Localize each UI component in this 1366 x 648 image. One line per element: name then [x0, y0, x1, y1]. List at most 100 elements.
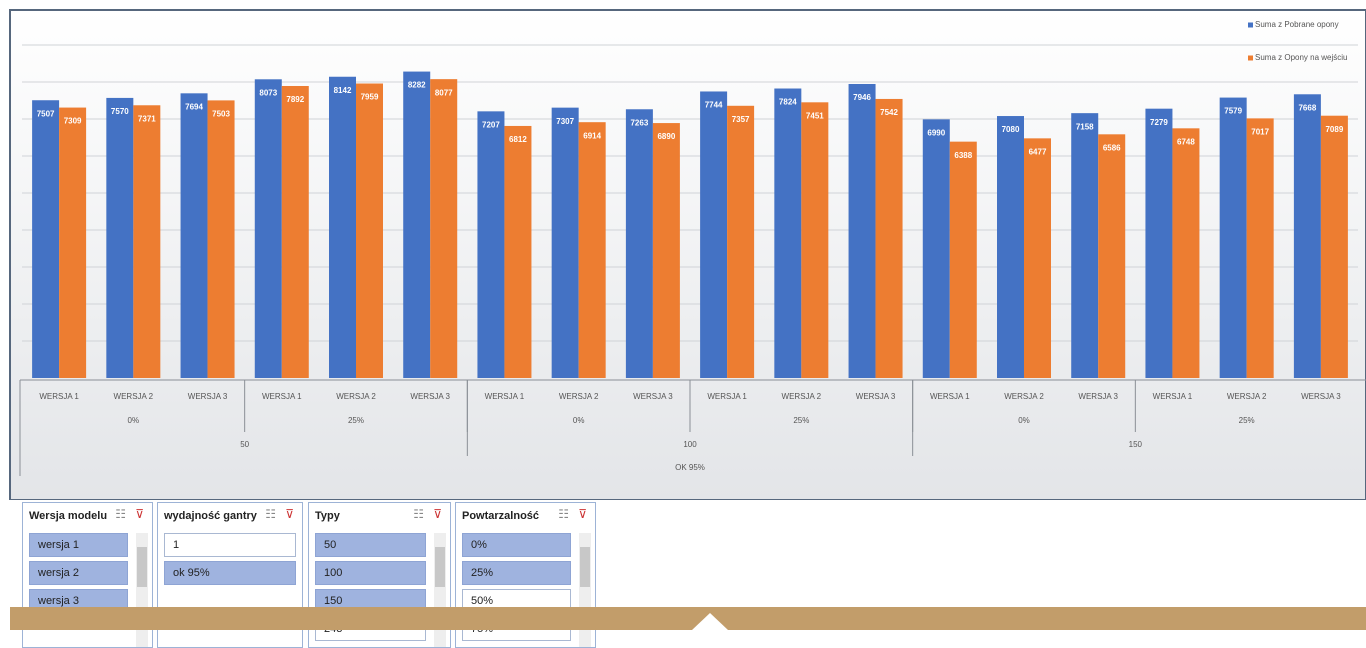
slicer-item[interactable]: 50 — [315, 533, 426, 557]
data-label: 8282 — [408, 81, 426, 90]
data-label: 7080 — [1002, 125, 1020, 134]
bar — [578, 122, 606, 378]
slicer-item[interactable]: 25% — [462, 561, 571, 585]
data-label: 6586 — [1103, 143, 1121, 152]
bar — [997, 116, 1024, 378]
data-label: 6914 — [583, 131, 601, 140]
group-label: 0% — [128, 416, 140, 425]
data-label: 7542 — [880, 108, 898, 117]
data-label: 7017 — [1251, 127, 1269, 136]
bar — [59, 107, 87, 378]
data-label: 7357 — [732, 115, 750, 124]
bar — [133, 105, 161, 378]
bar — [207, 100, 235, 378]
bar — [1246, 118, 1274, 378]
slicer-title: Wersja modelu — [29, 510, 108, 522]
bar — [875, 98, 903, 379]
bar — [551, 107, 579, 379]
data-label: 6748 — [1177, 137, 1195, 146]
bar — [106, 97, 134, 378]
slicer-item[interactable]: 100 — [315, 561, 426, 585]
data-label: 7570 — [111, 107, 129, 116]
data-label: 6812 — [509, 135, 527, 144]
bar — [1145, 108, 1173, 378]
data-label: 7959 — [361, 93, 379, 102]
clear-filter-icon[interactable]: ⊽ — [433, 507, 442, 521]
x-tick-label: WERSJA 3 — [633, 392, 673, 401]
slicer-item[interactable]: ok 95% — [164, 561, 296, 585]
bar — [1024, 138, 1051, 378]
legend-label: Suma z Opony na wejściu — [1255, 53, 1348, 62]
x-tick-label: WERSJA 2 — [1227, 392, 1267, 401]
bar — [403, 71, 431, 378]
x-tick-label: WERSJA 1 — [262, 392, 302, 401]
bar — [1320, 115, 1348, 378]
data-label: 7946 — [853, 93, 871, 102]
bar — [356, 83, 383, 378]
data-label: 7263 — [630, 118, 648, 127]
data-label: 7668 — [1298, 103, 1316, 112]
group-label: OK 95% — [675, 463, 705, 472]
group-label: 0% — [573, 416, 585, 425]
bar — [477, 111, 505, 378]
bar — [1172, 128, 1200, 378]
data-label: 7207 — [482, 120, 500, 129]
x-tick-label: WERSJA 2 — [1004, 392, 1044, 401]
x-tick-label: WERSJA 1 — [707, 392, 747, 401]
slicer-item[interactable]: 0% — [462, 533, 571, 557]
scroll-thumb — [435, 547, 445, 587]
group-label: 100 — [683, 440, 697, 449]
slicer-title: Powtarzalność — [462, 510, 540, 522]
data-label: 7824 — [779, 98, 797, 107]
legend-swatch — [1248, 22, 1253, 28]
x-tick-label: WERSJA 3 — [188, 392, 228, 401]
data-label: 7371 — [138, 114, 156, 123]
data-label: 7744 — [705, 101, 723, 110]
bar — [180, 93, 208, 379]
bar — [774, 88, 802, 379]
x-tick-label: WERSJA 1 — [485, 392, 525, 401]
data-label: 6477 — [1029, 147, 1047, 156]
clear-filter-icon[interactable]: ⊽ — [135, 507, 144, 521]
data-label: 7309 — [64, 117, 82, 126]
x-tick-label: WERSJA 1 — [930, 392, 970, 401]
x-tick-label: WERSJA 2 — [559, 392, 599, 401]
multi-select-icon[interactable]: ☷ — [558, 507, 569, 521]
x-tick-label: WERSJA 2 — [114, 392, 154, 401]
data-label: 7279 — [1150, 118, 1168, 127]
data-label: 6388 — [954, 151, 972, 160]
bar — [1293, 94, 1321, 378]
data-label: 7503 — [212, 109, 230, 118]
clear-filter-icon[interactable]: ⊽ — [285, 507, 294, 521]
bar — [801, 102, 829, 379]
multi-select-icon[interactable]: ☷ — [265, 507, 276, 521]
group-label: 25% — [793, 416, 809, 425]
group-label: 150 — [1129, 440, 1143, 449]
slicer-item[interactable]: 1 — [164, 533, 296, 557]
multi-select-icon[interactable]: ☷ — [115, 507, 126, 521]
bar — [727, 105, 755, 378]
bar — [1098, 134, 1126, 378]
data-label: 7451 — [806, 111, 824, 120]
data-label: 7892 — [286, 95, 304, 104]
data-label: 8077 — [435, 88, 453, 97]
slicer-item[interactable]: wersja 2 — [29, 561, 128, 585]
data-label: 6990 — [927, 128, 945, 137]
x-tick-label: WERSJA 2 — [336, 392, 376, 401]
multi-select-icon[interactable]: ☷ — [413, 507, 424, 521]
x-tick-label: WERSJA 3 — [1301, 392, 1341, 401]
bar — [848, 83, 876, 379]
bar — [1071, 113, 1099, 379]
group-label: 25% — [348, 416, 364, 425]
bar — [329, 76, 356, 378]
bar — [700, 91, 728, 379]
x-tick-label: WERSJA 3 — [1078, 392, 1118, 401]
slicer-title: wydajność gantry — [164, 510, 257, 522]
group-label: 0% — [1018, 416, 1030, 425]
chart-area — [9, 9, 1366, 500]
slicer-item[interactable]: wersja 1 — [29, 533, 128, 557]
scroll-thumb — [137, 547, 147, 587]
bar — [254, 79, 282, 378]
clear-filter-icon[interactable]: ⊽ — [578, 507, 587, 521]
